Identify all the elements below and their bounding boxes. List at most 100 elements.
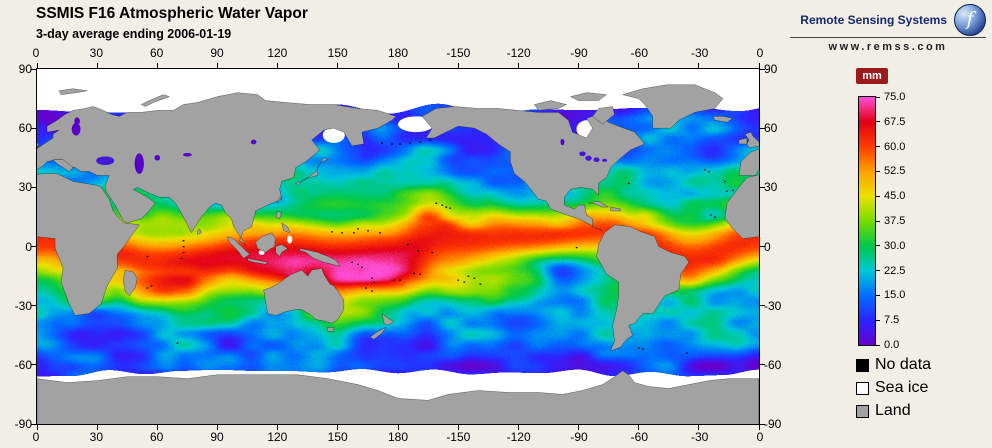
- lon-tick-label: 90: [210, 46, 224, 60]
- lat-tick-label: 0: [25, 239, 32, 254]
- axis-tick: [760, 364, 765, 366]
- axis-tick: [457, 63, 459, 68]
- lat-tick-label: -60: [14, 357, 32, 372]
- colorbar-tick: [876, 96, 880, 98]
- axis-tick: [96, 63, 98, 68]
- axis-tick: [277, 425, 279, 430]
- axis-tick: [760, 68, 765, 70]
- legend-label: Sea ice: [875, 379, 929, 396]
- lat-tick-label: 60: [764, 121, 778, 136]
- lon-tick-label: -120: [506, 430, 531, 444]
- colorbar-tick: [876, 220, 880, 222]
- colorbar-ticks: 75.0 67.5 60.0 52.5 45.0 37.5 30.0 22.5 15.0 7.5 0…: [876, 91, 916, 351]
- axis-tick: [36, 63, 38, 68]
- colorbar-tick-label: 60.0: [884, 140, 906, 153]
- axis-tick: [760, 423, 765, 425]
- brand-url: www.remss.com: [828, 41, 948, 53]
- page-title: SSMIS F16 Atmospheric Water Vapor: [36, 5, 308, 22]
- axis-tick: [638, 63, 640, 68]
- axis-tick: [217, 425, 218, 430]
- colorbar-tick: [876, 146, 880, 148]
- lon-tick-label: -150: [446, 46, 471, 60]
- axis-tick: [156, 425, 158, 430]
- colorbar-tick-label: 30.0: [884, 239, 906, 252]
- lon-tick-label: 120: [267, 46, 288, 60]
- axis-tick: [31, 364, 36, 366]
- lat-tick-label: 60: [18, 121, 32, 136]
- lat-tick-label: 30: [18, 180, 32, 195]
- axis-ticks-right: [760, 68, 765, 425]
- axis-tick: [758, 425, 760, 430]
- lon-tick-label: 0: [32, 430, 40, 444]
- legend-row: Sea ice: [856, 379, 931, 397]
- axis-tick: [31, 246, 36, 247]
- world-vapor-map: [37, 69, 759, 424]
- map-frame: [36, 68, 760, 425]
- lat-tick-label: 30: [764, 180, 778, 195]
- colorbar-tick-label: 15.0: [884, 289, 906, 302]
- latitude-axis-right: 90 60 30 0 -30 -60 -90: [764, 62, 796, 431]
- lon-tick-label: -90: [570, 430, 588, 444]
- colorbar-tick: [876, 195, 880, 197]
- axis-tick: [31, 305, 36, 307]
- colorbar-gradient: [859, 97, 875, 345]
- lat-tick-label: 90: [764, 62, 778, 76]
- axis-ticks-bottom: [36, 425, 760, 430]
- branding-block: Remote Sensing Systems f www.remss.com: [790, 4, 986, 53]
- axis-tick: [578, 63, 579, 68]
- lat-tick-label: -30: [14, 298, 32, 313]
- colorbar-tick: [876, 245, 880, 247]
- lon-tick-label: -60: [630, 46, 648, 60]
- axis-tick: [217, 63, 218, 68]
- lon-tick-label: -90: [570, 46, 588, 60]
- axis-tick: [156, 63, 158, 68]
- axis-tick: [31, 423, 36, 425]
- axis-tick: [36, 425, 38, 430]
- colorbar: [858, 96, 876, 346]
- lon-tick-label: 0: [756, 46, 764, 60]
- colorbar-tick-label: 22.5: [884, 264, 906, 277]
- lon-tick-label: -120: [506, 46, 531, 60]
- axis-tick: [698, 425, 700, 430]
- lon-tick-label: 150: [327, 46, 348, 60]
- lat-tick-label: -90: [764, 417, 782, 431]
- colorbar-tick: [876, 294, 880, 296]
- axis-ticks-left: [31, 68, 36, 425]
- axis-ticks-top: [36, 63, 760, 68]
- legend-swatch: [856, 358, 869, 372]
- lon-tick-label: 60: [149, 46, 164, 60]
- lon-tick-label: 90: [210, 430, 224, 444]
- axis-tick: [517, 63, 519, 68]
- lon-tick-label: -30: [690, 46, 709, 60]
- lat-tick-label: -90: [14, 417, 32, 431]
- colorbar-tick: [876, 319, 880, 321]
- lon-tick-label: 0: [32, 46, 40, 60]
- brand-name: Remote Sensing Systems: [800, 13, 947, 27]
- lat-tick-label: -30: [764, 298, 782, 313]
- colorbar-tick-label: 37.5: [884, 215, 906, 227]
- axis-tick: [698, 63, 700, 68]
- legend-swatch: [856, 404, 869, 418]
- latitude-axis-left: 90 60 30 0 -30 -60 -90: [2, 62, 32, 431]
- lon-tick-label: 180: [387, 46, 409, 60]
- colorbar-tick-label: 45.0: [884, 190, 906, 203]
- longitude-axis-top: 0 30 60 90 120 150 180 -150 -120 -90 -60 -30 0: [32, 46, 764, 61]
- axis-tick: [31, 68, 36, 70]
- lon-tick-label: 150: [327, 430, 348, 444]
- longitude-axis-bottom: 0 30 60 90 120 150 180 -150 -120 -90 -60 -30 0: [32, 430, 764, 445]
- axis-tick: [760, 305, 765, 307]
- colorbar-tick-label: 67.5: [884, 115, 906, 128]
- axis-tick: [277, 63, 279, 68]
- legend-swatch: [856, 381, 869, 395]
- colorbar-tick-label: 7.5: [884, 314, 900, 327]
- globe-icon: f: [954, 4, 986, 36]
- legend-row: Land: [856, 402, 931, 420]
- legend-row: No data: [856, 356, 931, 374]
- axis-tick: [638, 425, 640, 430]
- lon-tick-label: 30: [89, 430, 104, 444]
- axis-tick: [760, 186, 765, 188]
- axis-tick: [457, 425, 459, 430]
- lat-tick-label: 90: [18, 62, 32, 76]
- lon-tick-label: 120: [267, 430, 288, 444]
